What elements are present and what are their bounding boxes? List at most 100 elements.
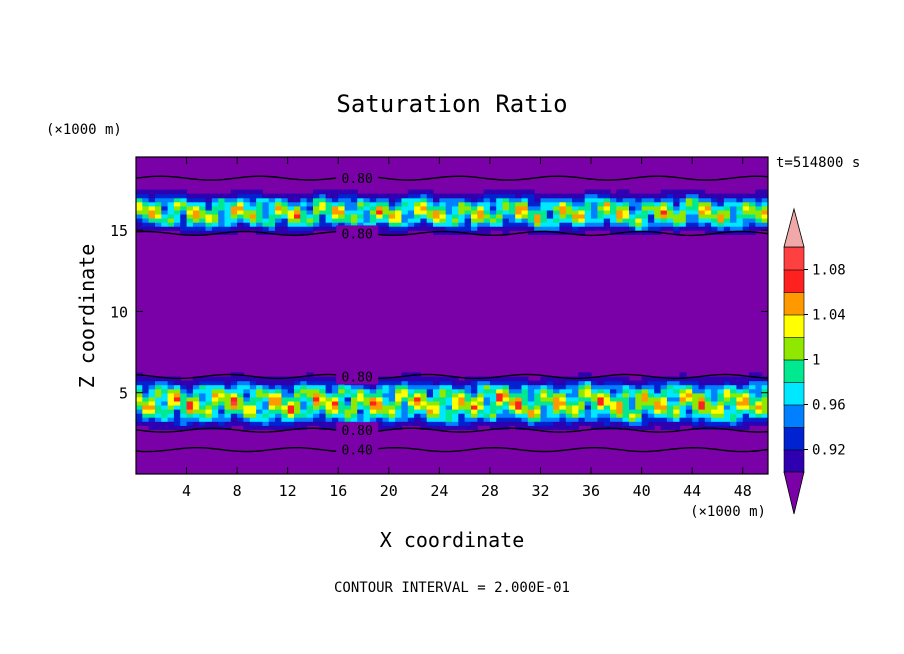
- field-cell: [142, 380, 150, 386]
- field-cell: [325, 189, 333, 195]
- field-cell: [603, 218, 611, 223]
- field-cell: [376, 380, 384, 386]
- field-cell: [635, 193, 643, 199]
- field-cell: [616, 425, 624, 430]
- field-cell: [742, 384, 750, 390]
- field-cell: [477, 392, 485, 398]
- field-cell: [471, 222, 478, 227]
- field-cell: [287, 417, 295, 422]
- field-cell: [692, 209, 700, 215]
- field-cell: [401, 201, 409, 207]
- field-cell: [761, 222, 768, 227]
- field-cell: [433, 400, 440, 406]
- field-cell: [597, 197, 605, 203]
- field-cell: [616, 197, 624, 203]
- field-cell: [666, 384, 674, 390]
- field-cell: [749, 388, 756, 394]
- field-cell: [515, 425, 523, 430]
- field-cell: [673, 388, 681, 394]
- field-cell: [338, 388, 346, 394]
- field-cell: [256, 425, 263, 430]
- field-cell: [186, 413, 194, 418]
- field-cell: [647, 193, 655, 199]
- field-cell: [641, 392, 649, 398]
- field-cell: [256, 209, 263, 215]
- field-cell: [445, 201, 453, 207]
- field-cell: [433, 205, 440, 211]
- field-cell: [167, 417, 175, 422]
- field-cell: [464, 404, 472, 410]
- colorbar-bin: [783, 359, 805, 383]
- field-cell: [256, 376, 263, 382]
- field-cell: [192, 222, 200, 227]
- field-cell: [243, 209, 251, 215]
- field-cell: [243, 218, 251, 223]
- field-cell: [294, 425, 301, 430]
- y-unit-label: (×1000 m): [46, 122, 122, 138]
- field-cell: [679, 193, 687, 199]
- field-cell: [319, 189, 327, 195]
- field-cell: [635, 392, 643, 398]
- field-cell: [142, 209, 150, 215]
- field-cell: [673, 201, 681, 207]
- field-cell: [647, 380, 655, 386]
- field-cell: [464, 425, 472, 430]
- field-cell: [502, 230, 510, 235]
- field-cell: [249, 197, 257, 203]
- field-cell: [344, 197, 352, 203]
- field-cell: [704, 197, 712, 203]
- field-cell: [477, 409, 485, 414]
- field-cell: [458, 197, 466, 203]
- field-cell: [331, 404, 339, 410]
- field-cell: [142, 388, 150, 394]
- field-cell: [224, 205, 232, 211]
- field-cell: [243, 388, 251, 394]
- field-cell: [433, 213, 440, 219]
- field-cell: [622, 376, 630, 382]
- field-cell: [673, 392, 681, 398]
- field-cell: [237, 409, 244, 414]
- field-cell: [186, 380, 194, 386]
- field-cell: [313, 380, 320, 386]
- field-cell: [325, 396, 333, 402]
- field-cell: [382, 230, 390, 235]
- field-cell: [148, 388, 156, 394]
- field-cell: [610, 230, 617, 235]
- field-cell: [173, 218, 181, 223]
- field-cell: [666, 193, 674, 199]
- field-cell: [635, 409, 643, 414]
- field-cell: [685, 396, 693, 402]
- field-cell: [755, 197, 763, 203]
- field-cell: [376, 409, 384, 414]
- field-cell: [736, 197, 744, 203]
- field-cell: [704, 417, 712, 422]
- field-cell: [344, 201, 352, 207]
- field-cell: [521, 392, 529, 398]
- field-cell: [306, 421, 314, 426]
- field-cell: [300, 213, 308, 219]
- field-cell: [420, 421, 428, 426]
- field-cell: [136, 222, 143, 227]
- x-tick-label: 28: [481, 482, 499, 500]
- field-cell: [319, 193, 327, 199]
- field-cell: [629, 218, 636, 223]
- field-cell: [237, 193, 244, 199]
- field-cell: [186, 230, 194, 235]
- field-cell: [414, 201, 421, 207]
- field-cell: [717, 193, 725, 199]
- field-cell: [281, 222, 289, 227]
- field-cell: [344, 213, 352, 219]
- field-cell: [540, 400, 548, 406]
- field-cell: [350, 209, 358, 215]
- field-cell: [211, 409, 219, 414]
- field-cell: [749, 404, 756, 410]
- field-cell: [237, 421, 244, 426]
- field-cell: [167, 222, 175, 227]
- field-cell: [527, 417, 535, 422]
- field-cell: [256, 409, 263, 414]
- field-cell: [534, 409, 542, 414]
- field-cell: [173, 396, 181, 402]
- field-cell: [508, 376, 516, 382]
- field-cell: [685, 417, 693, 422]
- field-cell: [136, 392, 143, 398]
